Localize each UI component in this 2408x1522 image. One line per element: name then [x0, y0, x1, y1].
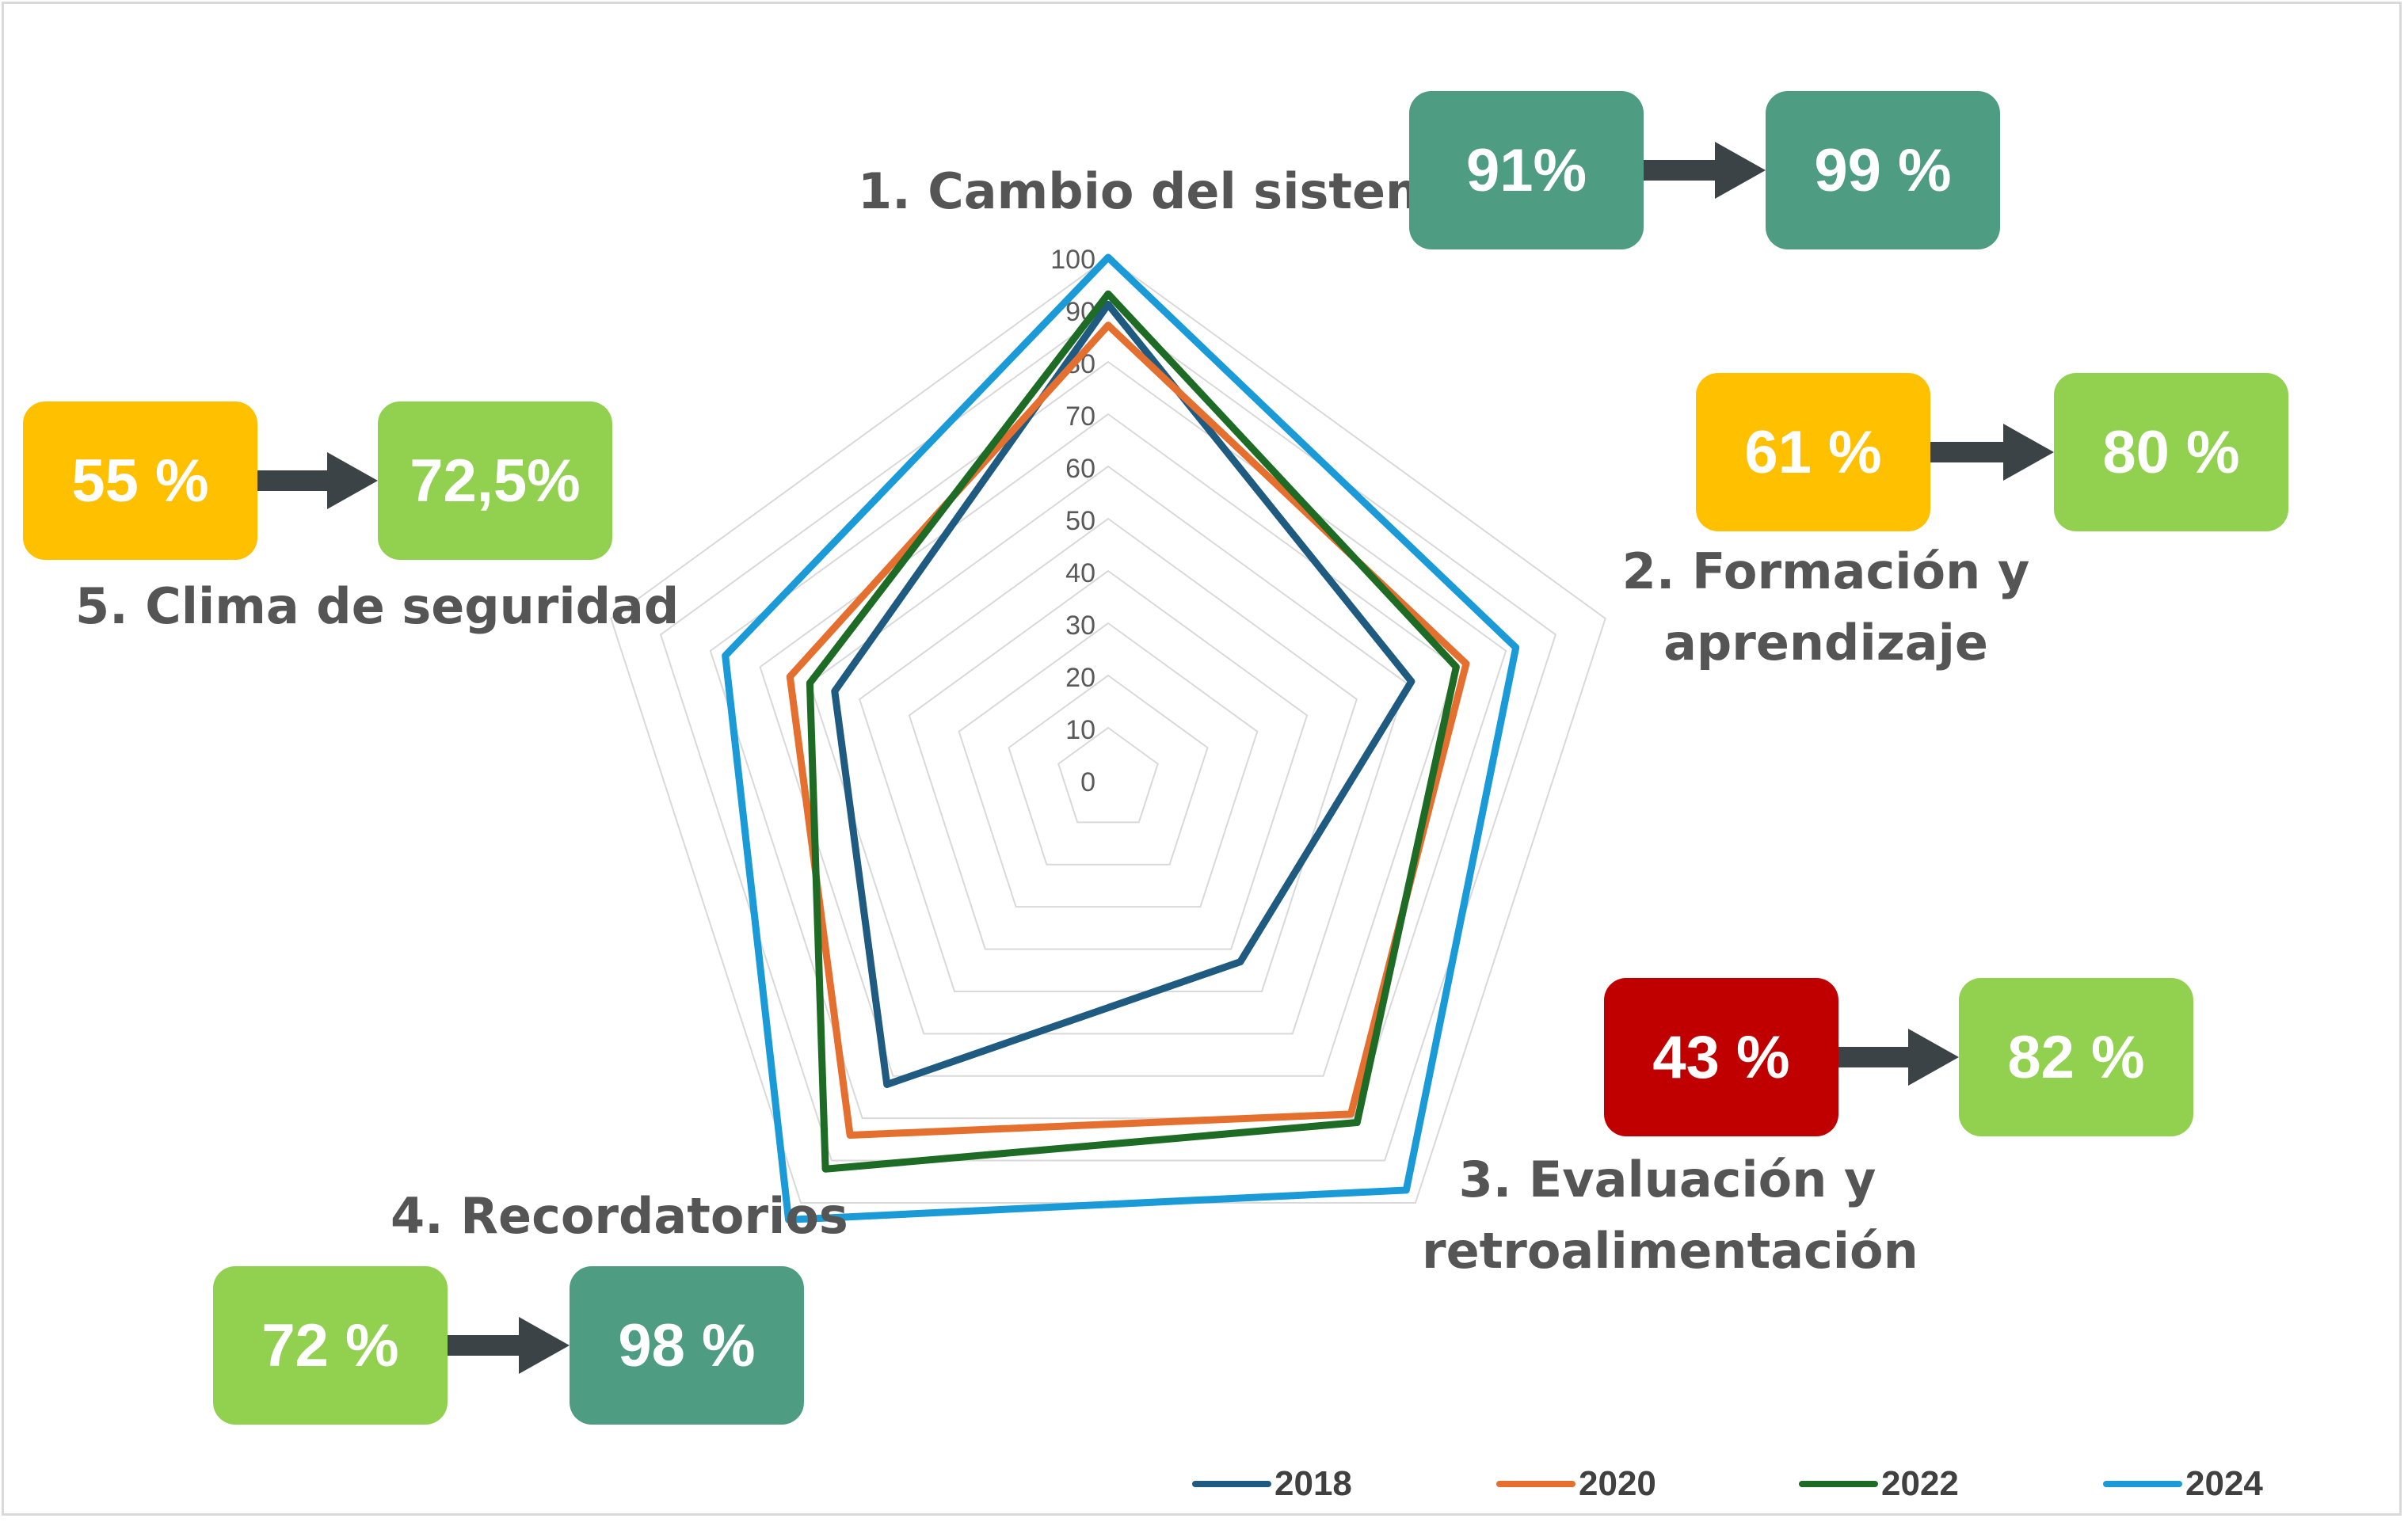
series-2022	[806, 290, 1460, 1173]
axis2-from-box: 61 %	[1696, 373, 1930, 531]
tick-label-100: 100	[1050, 245, 1095, 275]
axis3-from-box: 43 %	[1604, 978, 1838, 1136]
legend-label-2018: 2018	[1274, 1464, 1352, 1503]
axis-label-evaluacion-line2: retroalimentación	[1422, 1222, 1918, 1280]
grid-ring-10	[1057, 726, 1159, 824]
comparison-arrow-3	[1838, 1029, 1959, 1086]
axis5-from-box: 55 %	[23, 401, 257, 560]
legend-label-2024: 2024	[2185, 1464, 2263, 1503]
legend-label-2020: 2020	[1579, 1464, 1656, 1503]
axis4-to-box: 98 %	[570, 1266, 804, 1425]
grid-ring-100	[610, 256, 1606, 1204]
legend-swatch-2018	[1192, 1481, 1271, 1487]
axis-label-evaluacion: 3. Evaluación y retroalimentación	[1422, 1144, 1918, 1287]
tick-label-10: 10	[1065, 715, 1095, 745]
grid-ring-40	[908, 569, 1309, 950]
legend-item-2020: 2020	[1496, 1464, 1656, 1504]
series-2024	[722, 253, 1520, 1223]
grid-ring-50	[858, 517, 1358, 992]
tick-label-0: 0	[1080, 767, 1095, 797]
legend-item-2022: 2022	[1799, 1464, 1959, 1504]
axis3-to-box: 82 %	[1959, 978, 2193, 1136]
legend-swatch-2024	[2103, 1481, 2182, 1487]
tick-label-70: 70	[1065, 401, 1095, 432]
axis-label-formacion-line2: aprendizaje	[1663, 614, 1988, 672]
axis1-to-box: 99 %	[1766, 91, 2000, 249]
legend-item-2018: 2018	[1192, 1464, 1352, 1504]
series-2020	[786, 322, 1470, 1140]
axis-label-formacion-line1: 2. Formación y	[1621, 542, 2030, 600]
axis5-to-box: 72,5%	[378, 401, 612, 560]
tick-label-40: 40	[1065, 558, 1095, 588]
legend-item-2024: 2024	[2103, 1464, 2263, 1504]
axis-label-formacion: 2. Formación y aprendizaje	[1620, 536, 2032, 679]
legend-swatch-2020	[1496, 1481, 1575, 1487]
axis-label-cambio-del-sistema: 1. Cambio del sistema	[858, 162, 1470, 220]
grid-ring-70	[759, 413, 1457, 1077]
axis-label-clima-de-seguridad: 5. Clima de seguridad	[75, 577, 680, 635]
tick-label-20: 20	[1065, 663, 1095, 693]
axis4-from-box: 72 %	[213, 1266, 448, 1425]
grid-ring-60	[809, 465, 1408, 1035]
axis-label-recordatorios: 4. Recordatorios	[391, 1187, 848, 1245]
axis2-to-box: 80 %	[2054, 373, 2288, 531]
tick-label-60: 60	[1065, 454, 1095, 484]
axis-label-evaluacion-line1: 3. Evaluación y	[1458, 1151, 1876, 1208]
legend-label-2022: 2022	[1881, 1464, 1959, 1503]
comparison-arrow-1	[1644, 142, 1766, 199]
tick-label-50: 50	[1065, 506, 1095, 536]
legend-swatch-2022	[1799, 1481, 1878, 1487]
grid-ring-90	[659, 308, 1557, 1162]
grid-ring-30	[958, 622, 1259, 908]
axis1-from-box: 91%	[1409, 91, 1644, 249]
comparison-arrow-2	[1930, 424, 2054, 481]
tick-label-30: 30	[1065, 611, 1095, 641]
comparison-arrow-5	[257, 452, 378, 509]
grid-ring-20	[1008, 674, 1209, 866]
comparison-arrow-4	[448, 1317, 570, 1374]
series-2018	[831, 300, 1415, 1088]
